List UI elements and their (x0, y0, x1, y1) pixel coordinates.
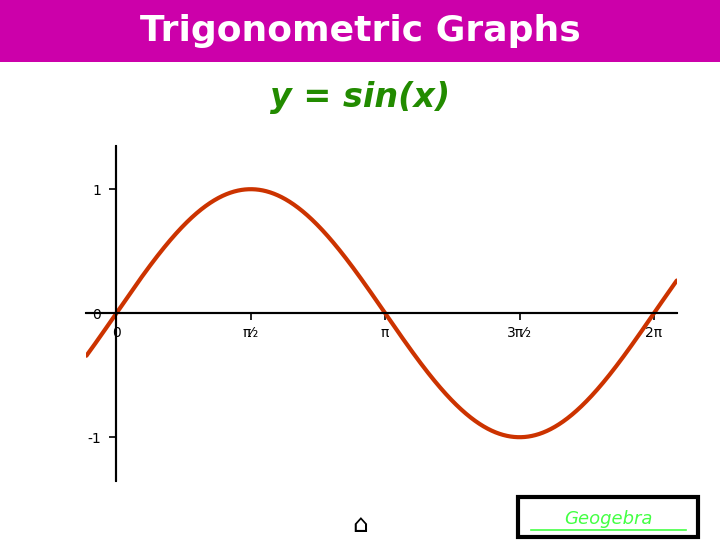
Text: Trigonometric Graphs: Trigonometric Graphs (140, 14, 580, 48)
Text: y = sin(x): y = sin(x) (270, 80, 450, 114)
Text: ⌂: ⌂ (352, 513, 368, 537)
Text: Geogebra: Geogebra (564, 510, 652, 528)
